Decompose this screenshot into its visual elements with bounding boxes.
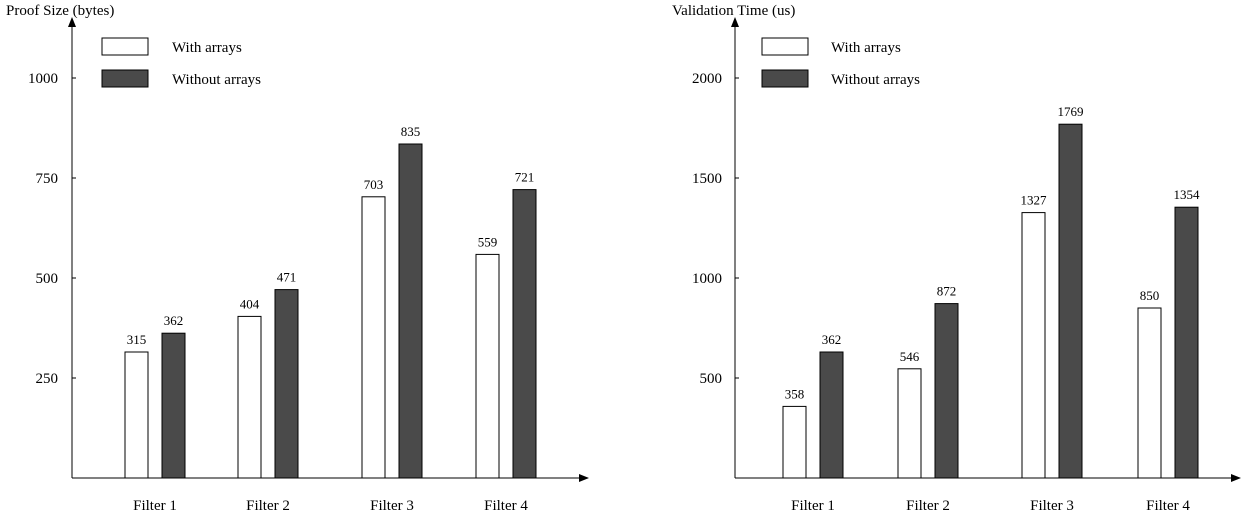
bar-with-arrays [237,315,262,479]
data-label: 315 [127,332,147,347]
y-tick-label: 250 [36,371,59,387]
y-tick-label: 1000 [692,271,722,287]
x-tick-label: Filter 4 [484,498,528,514]
data-label: 1327 [1021,193,1048,208]
bar-with-arrays [1137,307,1162,479]
bar-without-arrays [819,351,844,479]
y-tick-label: 1000 [28,71,58,87]
legend-swatch [101,37,149,56]
x-tick-label: Filter 2 [906,498,950,514]
bar-without-arrays [934,303,959,479]
data-label: 721 [515,170,535,185]
x-tick-label: Filter 2 [246,498,290,514]
x-tick-label: Filter 3 [370,498,414,514]
bar-with-arrays [124,351,149,479]
data-label: 835 [401,124,421,139]
bar-without-arrays [398,143,423,479]
legend-swatch [101,69,149,88]
chart-2: Validation Time (us) 500 1000 1500 2000 358 36… [672,3,1241,514]
data-label: 1354 [1174,187,1201,202]
legend-swatch [761,37,809,56]
x-tick-label: Filter 1 [133,498,177,514]
legend-label: With arrays [831,40,901,56]
data-label: 471 [277,270,297,285]
bar-with-arrays [361,196,386,479]
chart-1: Proof Size (bytes) 250 500 750 1000 315 362 Fil… [6,3,589,514]
data-label: 358 [785,386,805,401]
bar-with-arrays [1021,212,1046,479]
bar-with-arrays [782,405,807,479]
y-tick-label: 750 [36,171,59,187]
bar-without-arrays [1174,206,1199,479]
legend-swatch [761,69,809,88]
bar-with-arrays [475,253,500,479]
data-label: 404 [240,296,260,311]
y-tick-label: 1500 [692,171,722,187]
data-label: 850 [1140,288,1160,303]
bar-without-arrays [161,332,186,479]
bar-with-arrays [897,368,922,479]
data-label: 546 [900,349,920,364]
data-label: 559 [478,234,498,249]
data-label: 703 [364,177,384,192]
data-label: 1769 [1058,104,1084,119]
y-axis-label: Proof Size (bytes) [6,3,114,19]
data-label: 362 [822,332,842,347]
y-axis-label: Validation Time (us) [672,3,795,19]
x-tick-label: Filter 4 [1146,498,1190,514]
y-tick-label: 500 [700,371,723,387]
bar-without-arrays [274,289,299,479]
data-label: 362 [164,313,184,328]
legend-label: Without arrays [172,72,261,88]
legend-label: With arrays [172,40,242,56]
y-tick-label: 2000 [692,71,722,87]
bar-without-arrays [512,189,537,479]
data-label: 872 [937,284,957,299]
bar-without-arrays [1058,123,1083,479]
x-tick-label: Filter 1 [791,498,835,514]
legend-label: Without arrays [831,72,920,88]
y-tick-label: 500 [36,271,59,287]
x-tick-label: Filter 3 [1030,498,1074,514]
